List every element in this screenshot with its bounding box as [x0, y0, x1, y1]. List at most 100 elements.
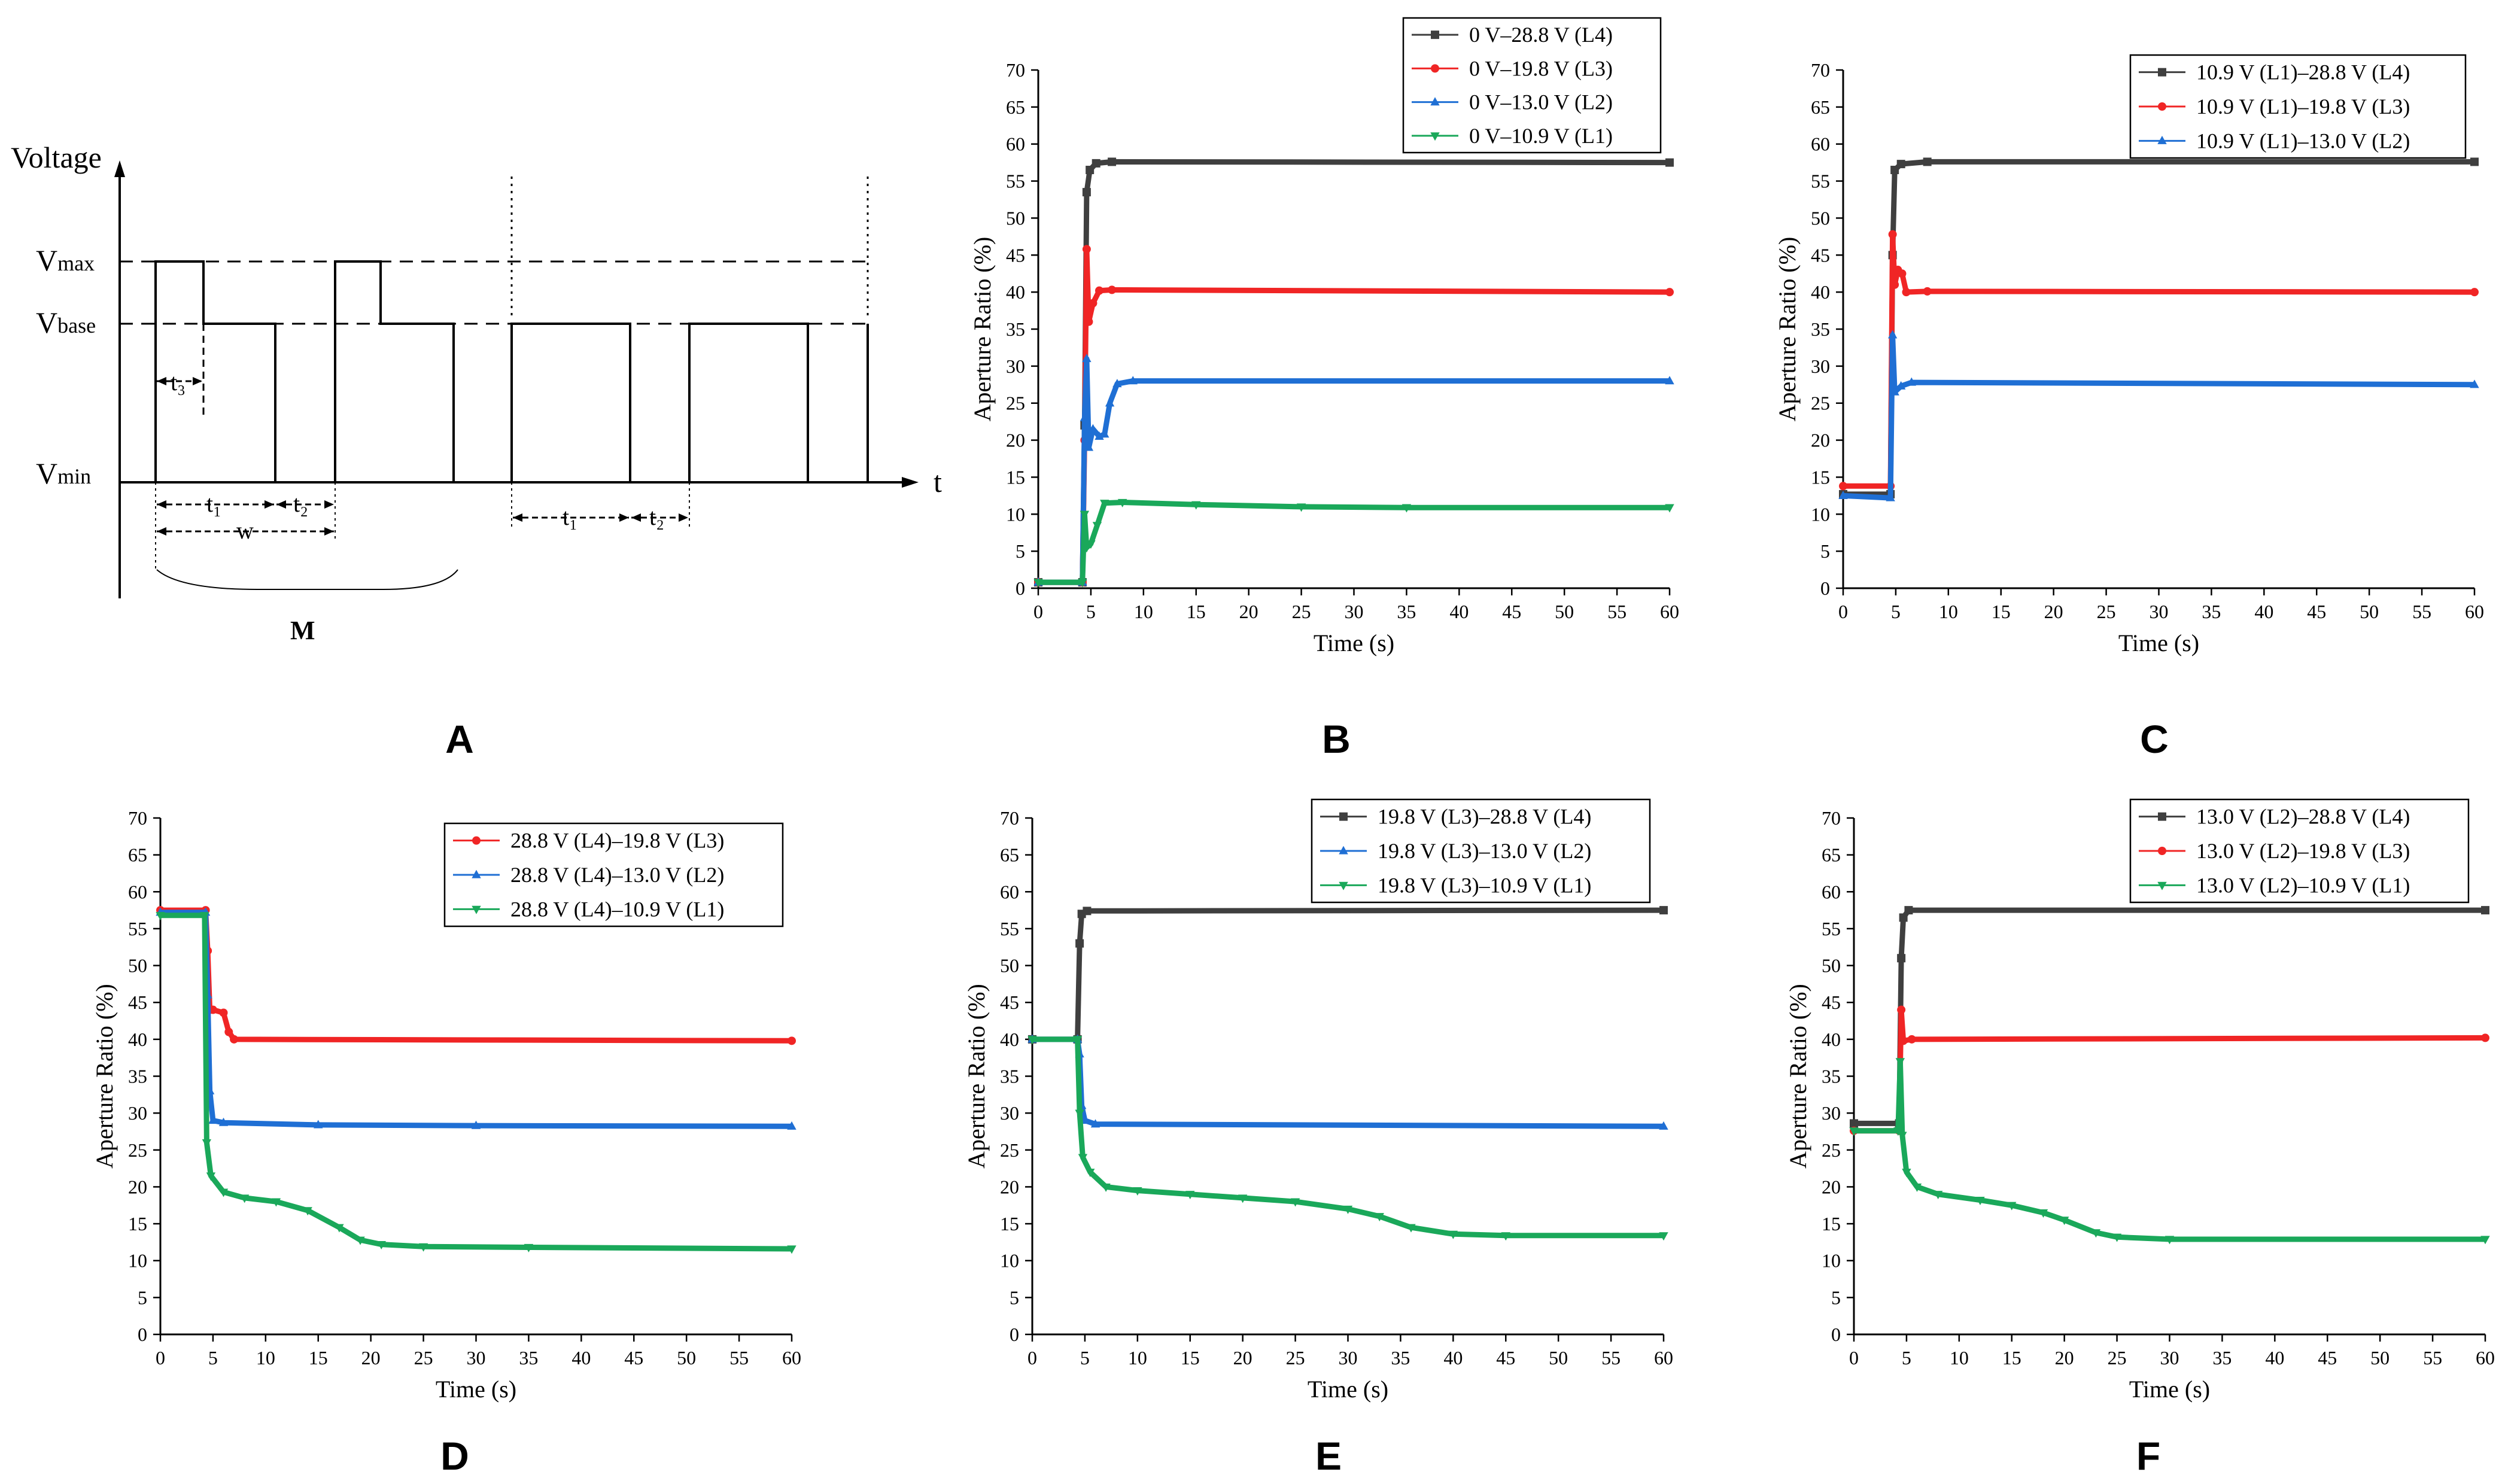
- data-point: [1665, 504, 1674, 513]
- series-l4: [1839, 157, 2479, 498]
- y-tick-label: 65: [1822, 844, 1841, 866]
- y-tick-label: 55: [1006, 171, 1025, 192]
- y-tick-label: 0: [1010, 1324, 1019, 1345]
- x-tick-label: 25: [1286, 1347, 1305, 1369]
- series-line: [1038, 159, 1670, 585]
- series-line: [1854, 907, 2485, 1126]
- chart-legend: 28.8 V (L4)–19.8 V (L3) 28.8 V (L4)–13.0 …: [443, 822, 784, 928]
- y-tick-label: 45: [128, 992, 147, 1013]
- x-axis-title: Time (s): [436, 1376, 516, 1403]
- x-tick-label: 30: [2160, 1347, 2179, 1369]
- data-point: [1078, 1154, 1088, 1163]
- chart-panel-d: 0 5 10 15 20 25 30 35 40 45 50 55 60 0 5 10 15 20 25 30 35 40…: [91, 807, 801, 1403]
- data-point: [1923, 287, 1932, 296]
- x-tick-label: 50: [1555, 601, 1574, 622]
- data-point: [355, 1236, 365, 1245]
- data-point: [1084, 442, 1094, 451]
- legend-label: 0 V–13.0 V (L2): [1469, 90, 1613, 114]
- vmax-label: Vmax: [36, 244, 95, 277]
- y-tick-label: 5: [1016, 540, 1025, 562]
- data-point: [271, 1198, 281, 1207]
- x-tick-label: 15: [2002, 1347, 2021, 1369]
- y-tick-label: 25: [1000, 1139, 1019, 1161]
- series-line: [1038, 246, 1670, 585]
- data-point: [1887, 330, 1898, 339]
- y-tick-label: 10: [1000, 1250, 1019, 1272]
- y-tick-label: 35: [128, 1066, 147, 1087]
- series-l1: [1027, 1036, 1668, 1241]
- data-point: [1849, 1127, 1859, 1136]
- data-point: [1086, 1169, 1095, 1178]
- panel-letter-b: B: [1322, 717, 1351, 761]
- data-point: [471, 1120, 481, 1129]
- data-point: [2038, 1209, 2048, 1218]
- y-tick-label: 20: [1006, 430, 1025, 451]
- x-tick-label: 20: [1233, 1347, 1252, 1369]
- x-tick-label: 30: [1345, 601, 1364, 622]
- y-axis-title: Aperture Ratio (%): [963, 984, 990, 1169]
- data-point: [1185, 1191, 1195, 1200]
- y-tick-label: 70: [1811, 59, 1830, 81]
- series-l3: [1850, 1005, 2489, 1135]
- data-point: [1898, 1132, 1907, 1141]
- legend-item-l2: 10.9 V (L1)–13.0 V (L2): [2139, 129, 2410, 153]
- y-tick-label: 50: [128, 955, 147, 977]
- x-tick-label: 45: [1496, 1347, 1515, 1369]
- y-tick-label: 35: [1000, 1066, 1019, 1087]
- data-point: [1108, 285, 1117, 294]
- data-point: [1133, 1187, 1142, 1196]
- y-tick-label: 10: [1006, 503, 1025, 525]
- series-line: [1032, 907, 1664, 1042]
- voltage-waveform: [154, 260, 869, 483]
- x-tick-label: 30: [1339, 1347, 1358, 1369]
- data-point: [1890, 280, 1899, 289]
- x-tick-label: 15: [1992, 601, 2011, 622]
- data-point: [1896, 160, 1905, 169]
- data-point: [218, 1188, 229, 1197]
- x-tick-label: 0: [1033, 601, 1043, 622]
- y-tick-label: 40: [1006, 281, 1025, 303]
- x-tick-label: 35: [519, 1347, 538, 1369]
- legend-label: 0 V–19.8 V (L3): [1469, 56, 1613, 80]
- time-axis-label: t: [934, 465, 942, 498]
- y-tick-label: 50: [1006, 207, 1025, 229]
- legend-item-l1: 0 V–10.9 V (L1): [1412, 124, 1613, 148]
- data-point: [787, 1121, 796, 1130]
- x-tick-label: 0: [1027, 1347, 1037, 1369]
- data-point: [418, 1243, 428, 1252]
- data-point: [1082, 544, 1092, 553]
- data-point: [1895, 1058, 1905, 1067]
- y-tick-label: 55: [128, 918, 147, 939]
- y-axis-title: Aperture Ratio (%): [1774, 237, 1801, 422]
- x-tick-label: 25: [2097, 601, 2116, 622]
- y-tick-label: 60: [1822, 881, 1841, 902]
- x-tick-label: 15: [1181, 1347, 1200, 1369]
- legend-label: 0 V–10.9 V (L1): [1469, 124, 1613, 148]
- series-line: [160, 910, 792, 1129]
- y-tick-label: 45: [1811, 244, 1830, 266]
- y-tick-label: 40: [1822, 1029, 1841, 1050]
- chart-legend: 19.8 V (L3)–28.8 V (L4) 19.8 V (L3)–13.0 …: [1311, 798, 1651, 904]
- x-tick-label: 5: [208, 1347, 218, 1369]
- legend-item-l2: 28.8 V (L4)–13.0 V (L2): [453, 863, 724, 887]
- data-point: [1082, 354, 1092, 363]
- data-point: [224, 1027, 233, 1036]
- y-tick-label: 10: [1822, 1250, 1841, 1272]
- x-tick-label: 55: [1601, 1347, 1621, 1369]
- x-tick-label: 55: [2423, 1347, 2442, 1369]
- y-tick-label: 45: [1006, 244, 1025, 266]
- m-brace: [156, 569, 458, 590]
- y-tick-label: 60: [1811, 133, 1830, 155]
- data-point: [1659, 1121, 1668, 1130]
- dimension-arrowheads: [157, 377, 688, 536]
- data-point: [1902, 288, 1911, 297]
- legend-label: 13.0 V (L2)–10.9 V (L1): [2196, 873, 2410, 897]
- data-point: [2481, 1033, 2489, 1042]
- data-point: [2470, 379, 2479, 388]
- chart-panel-b: 0 5 10 15 20 25 30 35 40 45 50 55 60 0 5 10 15 20 25 30 35 40…: [969, 17, 1679, 656]
- y-tick-label: 65: [1000, 844, 1019, 866]
- y-tick-label: 65: [128, 844, 147, 866]
- y-tick-label: 60: [1000, 881, 1019, 902]
- data-point: [1907, 377, 1916, 386]
